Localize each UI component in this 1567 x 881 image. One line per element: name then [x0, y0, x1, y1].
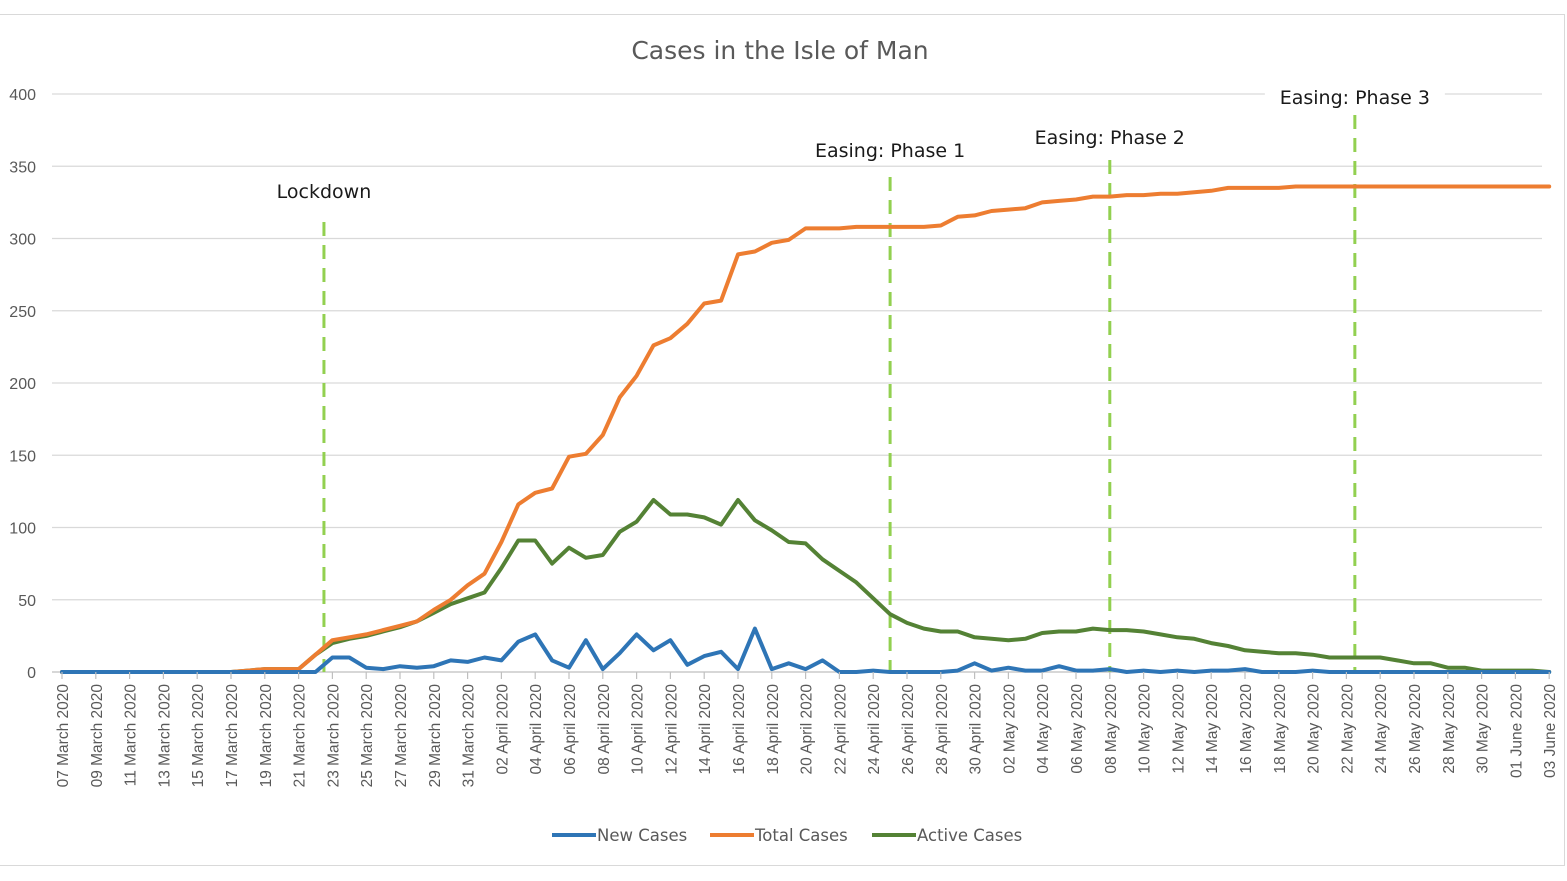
x-tick-label: 07 March 2020: [55, 684, 72, 788]
x-tick-label: 18 April 2020: [765, 684, 782, 775]
axes: 0 50 100 150 200 250 300 350 400 07 March 2020 09 …: [9, 87, 1559, 787]
x-tick-label: 11 March 2020: [123, 684, 140, 787]
x-tick-label: 30 May 2020: [1475, 684, 1492, 774]
x-tick-label: 14 May 2020: [1204, 684, 1221, 774]
series-line-new-cases: [60, 626, 1552, 674]
x-tick-label: 22 May 2020: [1339, 684, 1356, 774]
x-tick-label: 29 March 2020: [427, 684, 444, 788]
x-tick-label: 28 April 2020: [934, 684, 951, 775]
x-tick-label: 23 March 2020: [325, 684, 342, 788]
x-tick-label: 10 May 2020: [1137, 684, 1154, 774]
x-tick-label: 26 May 2020: [1407, 684, 1424, 774]
x-tick-label: 02 May 2020: [1001, 684, 1018, 774]
y-tick-label: 200: [9, 376, 36, 393]
chart-frame: [0, 14, 1565, 866]
legend: New Cases Total Cases Active Cases: [552, 826, 1022, 845]
x-tick-label: 03 June 2020: [1542, 684, 1559, 778]
y-tick-label: 50: [18, 593, 36, 610]
x-tick-label: 13 March 2020: [156, 684, 173, 788]
y-tick-label: 300: [9, 232, 36, 249]
x-tick-label: 22 April 2020: [832, 684, 849, 775]
y-tick-label: 100: [9, 521, 36, 538]
annotation-label: Easing: Phase 1: [815, 140, 965, 162]
x-tick-label: 04 April 2020: [528, 684, 545, 775]
x-tick-label: 01 June 2020: [1508, 684, 1525, 778]
x-tick-label: 24 May 2020: [1373, 684, 1390, 774]
x-tick-label: 06 May 2020: [1069, 684, 1086, 774]
x-tick-label: 30 April 2020: [968, 684, 985, 775]
x-tick-label: 27 March 2020: [393, 684, 410, 788]
x-tick-label: 10 April 2020: [630, 684, 647, 775]
x-tick-label: 12 May 2020: [1170, 684, 1187, 774]
x-tick-label: 17 March 2020: [224, 684, 241, 788]
y-tick-label: 350: [9, 159, 36, 176]
x-tick-label: 26 April 2020: [900, 684, 917, 775]
annotation-label: Easing: Phase 3: [1280, 87, 1430, 109]
series-lines: [60, 184, 1552, 674]
x-tick-label: 31 March 2020: [461, 684, 478, 788]
annotation-label-bg: [270, 174, 378, 206]
x-tick-label: 21 March 2020: [292, 684, 309, 788]
chart-title: Cases in the Isle of Man: [631, 36, 928, 65]
series-line-total-cases: [60, 184, 1552, 674]
y-tick-label: 400: [9, 87, 36, 104]
annotation-label: Easing: Phase 2: [1035, 127, 1185, 149]
y-tick-label: 0: [27, 665, 36, 682]
x-tick-label: 18 May 2020: [1272, 684, 1289, 774]
x-tick-label: 08 April 2020: [596, 684, 613, 775]
x-tick-label: 06 April 2020: [562, 684, 579, 775]
y-tick-label: 250: [9, 304, 36, 321]
legend-label: New Cases: [597, 826, 687, 845]
x-tick-label: 19 March 2020: [258, 684, 275, 788]
y-tick-label: 150: [9, 448, 36, 465]
series-line-active-cases: [60, 498, 1552, 674]
x-tick-label: 20 May 2020: [1306, 684, 1323, 774]
annotation-label: Lockdown: [277, 181, 372, 203]
annotation-label-bg: [1019, 120, 1200, 152]
x-tick-label: 16 May 2020: [1238, 684, 1255, 774]
x-tick-label: 04 May 2020: [1035, 684, 1052, 774]
x-tick-label: 25 March 2020: [359, 684, 376, 788]
x-tick-label: 15 March 2020: [190, 684, 207, 788]
x-tick-label: 12 April 2020: [663, 684, 680, 775]
annotations: Lockdown Easing: Phase 1 Easing: Phase 2 Ea…: [270, 80, 1445, 672]
x-tick-label: 14 April 2020: [697, 684, 714, 775]
x-tick-label: 20 April 2020: [799, 684, 816, 775]
x-tick-label: 28 May 2020: [1441, 684, 1458, 774]
legend-label: Active Cases: [917, 826, 1022, 845]
x-tick-label: 24 April 2020: [866, 684, 883, 775]
x-tick-label: 02 April 2020: [494, 684, 511, 775]
x-tick-label: 09 March 2020: [89, 684, 106, 788]
x-tick-label: 08 May 2020: [1103, 684, 1120, 774]
annotation-label-bg: [800, 133, 981, 165]
annotation-label-bg: [1264, 80, 1445, 112]
legend-label: Total Cases: [754, 826, 848, 845]
x-tick-label: 16 April 2020: [731, 684, 748, 775]
